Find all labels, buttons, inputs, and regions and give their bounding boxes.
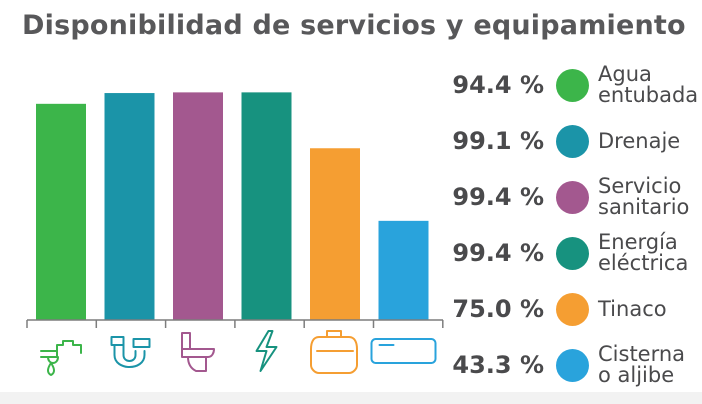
legend-swatch (556, 236, 589, 270)
data-label: 99.1 % (452, 127, 544, 155)
bar-3 (173, 92, 223, 321)
legend-item: 99.4 % Energía eléctrica (452, 229, 702, 277)
legend-item: 75.0 % Tinaco (452, 285, 702, 333)
bar-6 (378, 220, 429, 320)
legend-swatch (556, 180, 589, 214)
data-label: 99.4 % (452, 239, 544, 267)
data-label: 43.3 % (452, 351, 544, 379)
toilet-icon (181, 332, 215, 372)
legend-item: 43.3 % Cisterna o aljibe (452, 341, 702, 389)
legend-swatch (556, 124, 589, 158)
pipe-icon (110, 336, 151, 368)
legend-label: Energía eléctrica (598, 230, 689, 275)
legend-swatch (556, 68, 589, 102)
legend-label: Cisterna o aljibe (598, 342, 686, 387)
legend-swatch (556, 348, 589, 382)
faucet-icon (40, 340, 82, 376)
bar-4 (241, 92, 292, 321)
data-label: 75.0 % (452, 295, 544, 323)
legend-item: 99.4 % Servicio sanitario (452, 173, 702, 221)
lightning-icon (255, 330, 278, 372)
legend-label: Drenaje (598, 128, 681, 153)
bar-1 (36, 103, 86, 320)
cistern-icon (370, 338, 437, 364)
legend-label: Servicio sanitario (598, 174, 690, 219)
data-label: 99.4 % (452, 183, 544, 211)
data-label: 94.4 % (452, 71, 544, 99)
chart-title: Disponibilidad de servicios y equipamien… (22, 10, 686, 41)
bar-2 (104, 93, 155, 320)
legend-item: 94.4 % Agua entubada (452, 61, 702, 109)
legend-item: 99.1 % Drenaje (452, 117, 702, 165)
water-tank-icon (310, 330, 358, 374)
legend-swatch (556, 292, 589, 326)
bar-5 (310, 148, 360, 320)
legend-label: Tinaco (598, 296, 667, 321)
footer-band (0, 392, 702, 404)
legend-label: Agua entubada (598, 62, 699, 107)
